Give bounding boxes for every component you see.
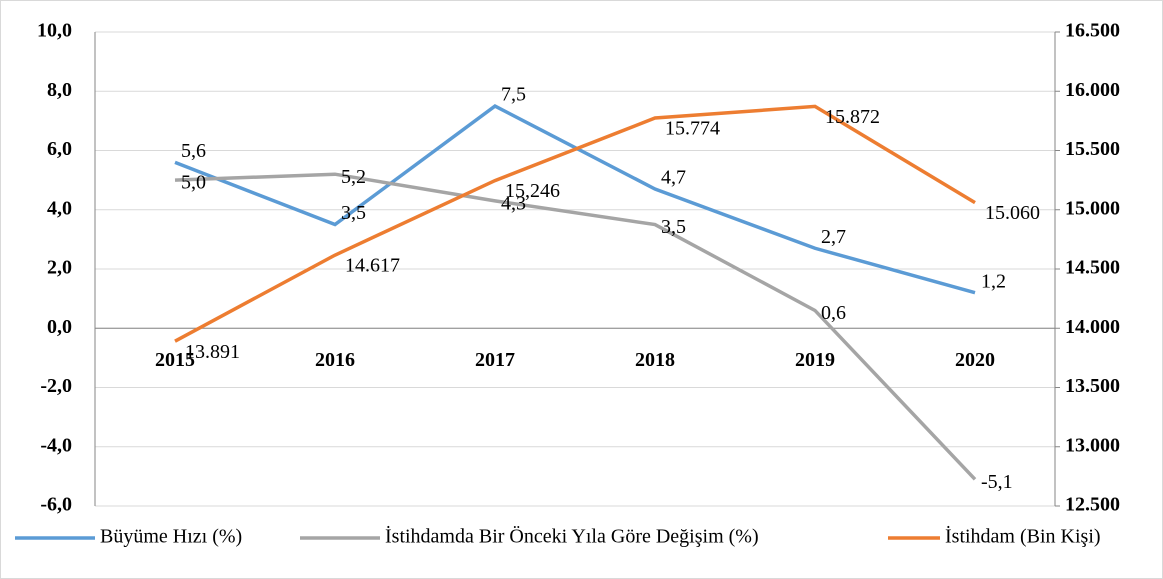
x-tick-label: 2019 bbox=[795, 349, 835, 371]
y-tick-label: -2,0 bbox=[40, 375, 72, 397]
legend-label: İstihdam (Bin Kişi) bbox=[945, 525, 1101, 548]
x-tick-label: 2015 bbox=[155, 349, 195, 371]
y2-tick-label: 15.500 bbox=[1065, 138, 1120, 160]
y2-tick-label: 16.500 bbox=[1065, 20, 1120, 42]
y2-tick-label: 13.000 bbox=[1065, 434, 1120, 456]
y2-tick-label: 15.000 bbox=[1065, 197, 1120, 219]
data-label: 15,246 bbox=[505, 180, 560, 202]
y2-tick-label: 14.500 bbox=[1065, 257, 1120, 279]
legend-label: Büyüme Hızı (%) bbox=[100, 526, 242, 548]
data-label: 14.617 bbox=[345, 255, 400, 277]
data-label: 15.872 bbox=[825, 106, 880, 128]
y2-tick-label: 12.500 bbox=[1065, 494, 1120, 516]
y-tick-label: 10,0 bbox=[37, 20, 72, 42]
y-tick-label: 2,0 bbox=[47, 257, 72, 279]
y2-tick-label: 14.000 bbox=[1065, 316, 1120, 338]
legend-label: İstihdamda Bir Önceki Yıla Göre Değişim … bbox=[385, 525, 759, 548]
data-label: 5,0 bbox=[181, 172, 206, 194]
data-label: 15.060 bbox=[985, 202, 1040, 224]
data-label: 15.774 bbox=[665, 118, 720, 140]
x-tick-label: 2020 bbox=[955, 349, 995, 371]
data-label: 2,7 bbox=[821, 226, 846, 248]
data-label: 5,6 bbox=[181, 140, 206, 162]
data-label: 1,2 bbox=[981, 270, 1006, 292]
y-tick-label: 4,0 bbox=[47, 197, 72, 219]
data-label: 4,7 bbox=[661, 167, 686, 189]
y-tick-label: 6,0 bbox=[47, 138, 72, 160]
series-line bbox=[174, 104, 976, 343]
data-label: -5,1 bbox=[981, 471, 1013, 493]
series-line bbox=[174, 172, 977, 481]
y-tick-label: -6,0 bbox=[40, 494, 72, 516]
y2-tick-label: 16.000 bbox=[1065, 79, 1120, 101]
y-tick-label: 0,0 bbox=[47, 316, 72, 338]
data-label: 7,5 bbox=[501, 84, 526, 106]
data-label: 13.891 bbox=[185, 341, 240, 363]
y-tick-label: -4,0 bbox=[40, 434, 72, 456]
y2-tick-label: 13.500 bbox=[1065, 375, 1120, 397]
data-label: 3,5 bbox=[661, 216, 686, 238]
x-tick-label: 2018 bbox=[635, 349, 675, 371]
data-label: 3,5 bbox=[341, 202, 366, 224]
data-label: 0,6 bbox=[821, 302, 846, 324]
x-tick-label: 2016 bbox=[315, 349, 355, 371]
y-tick-label: 8,0 bbox=[47, 79, 72, 101]
x-tick-label: 2017 bbox=[475, 349, 515, 371]
data-label: 5,2 bbox=[341, 166, 366, 188]
data-label: 4,3 bbox=[501, 192, 526, 214]
